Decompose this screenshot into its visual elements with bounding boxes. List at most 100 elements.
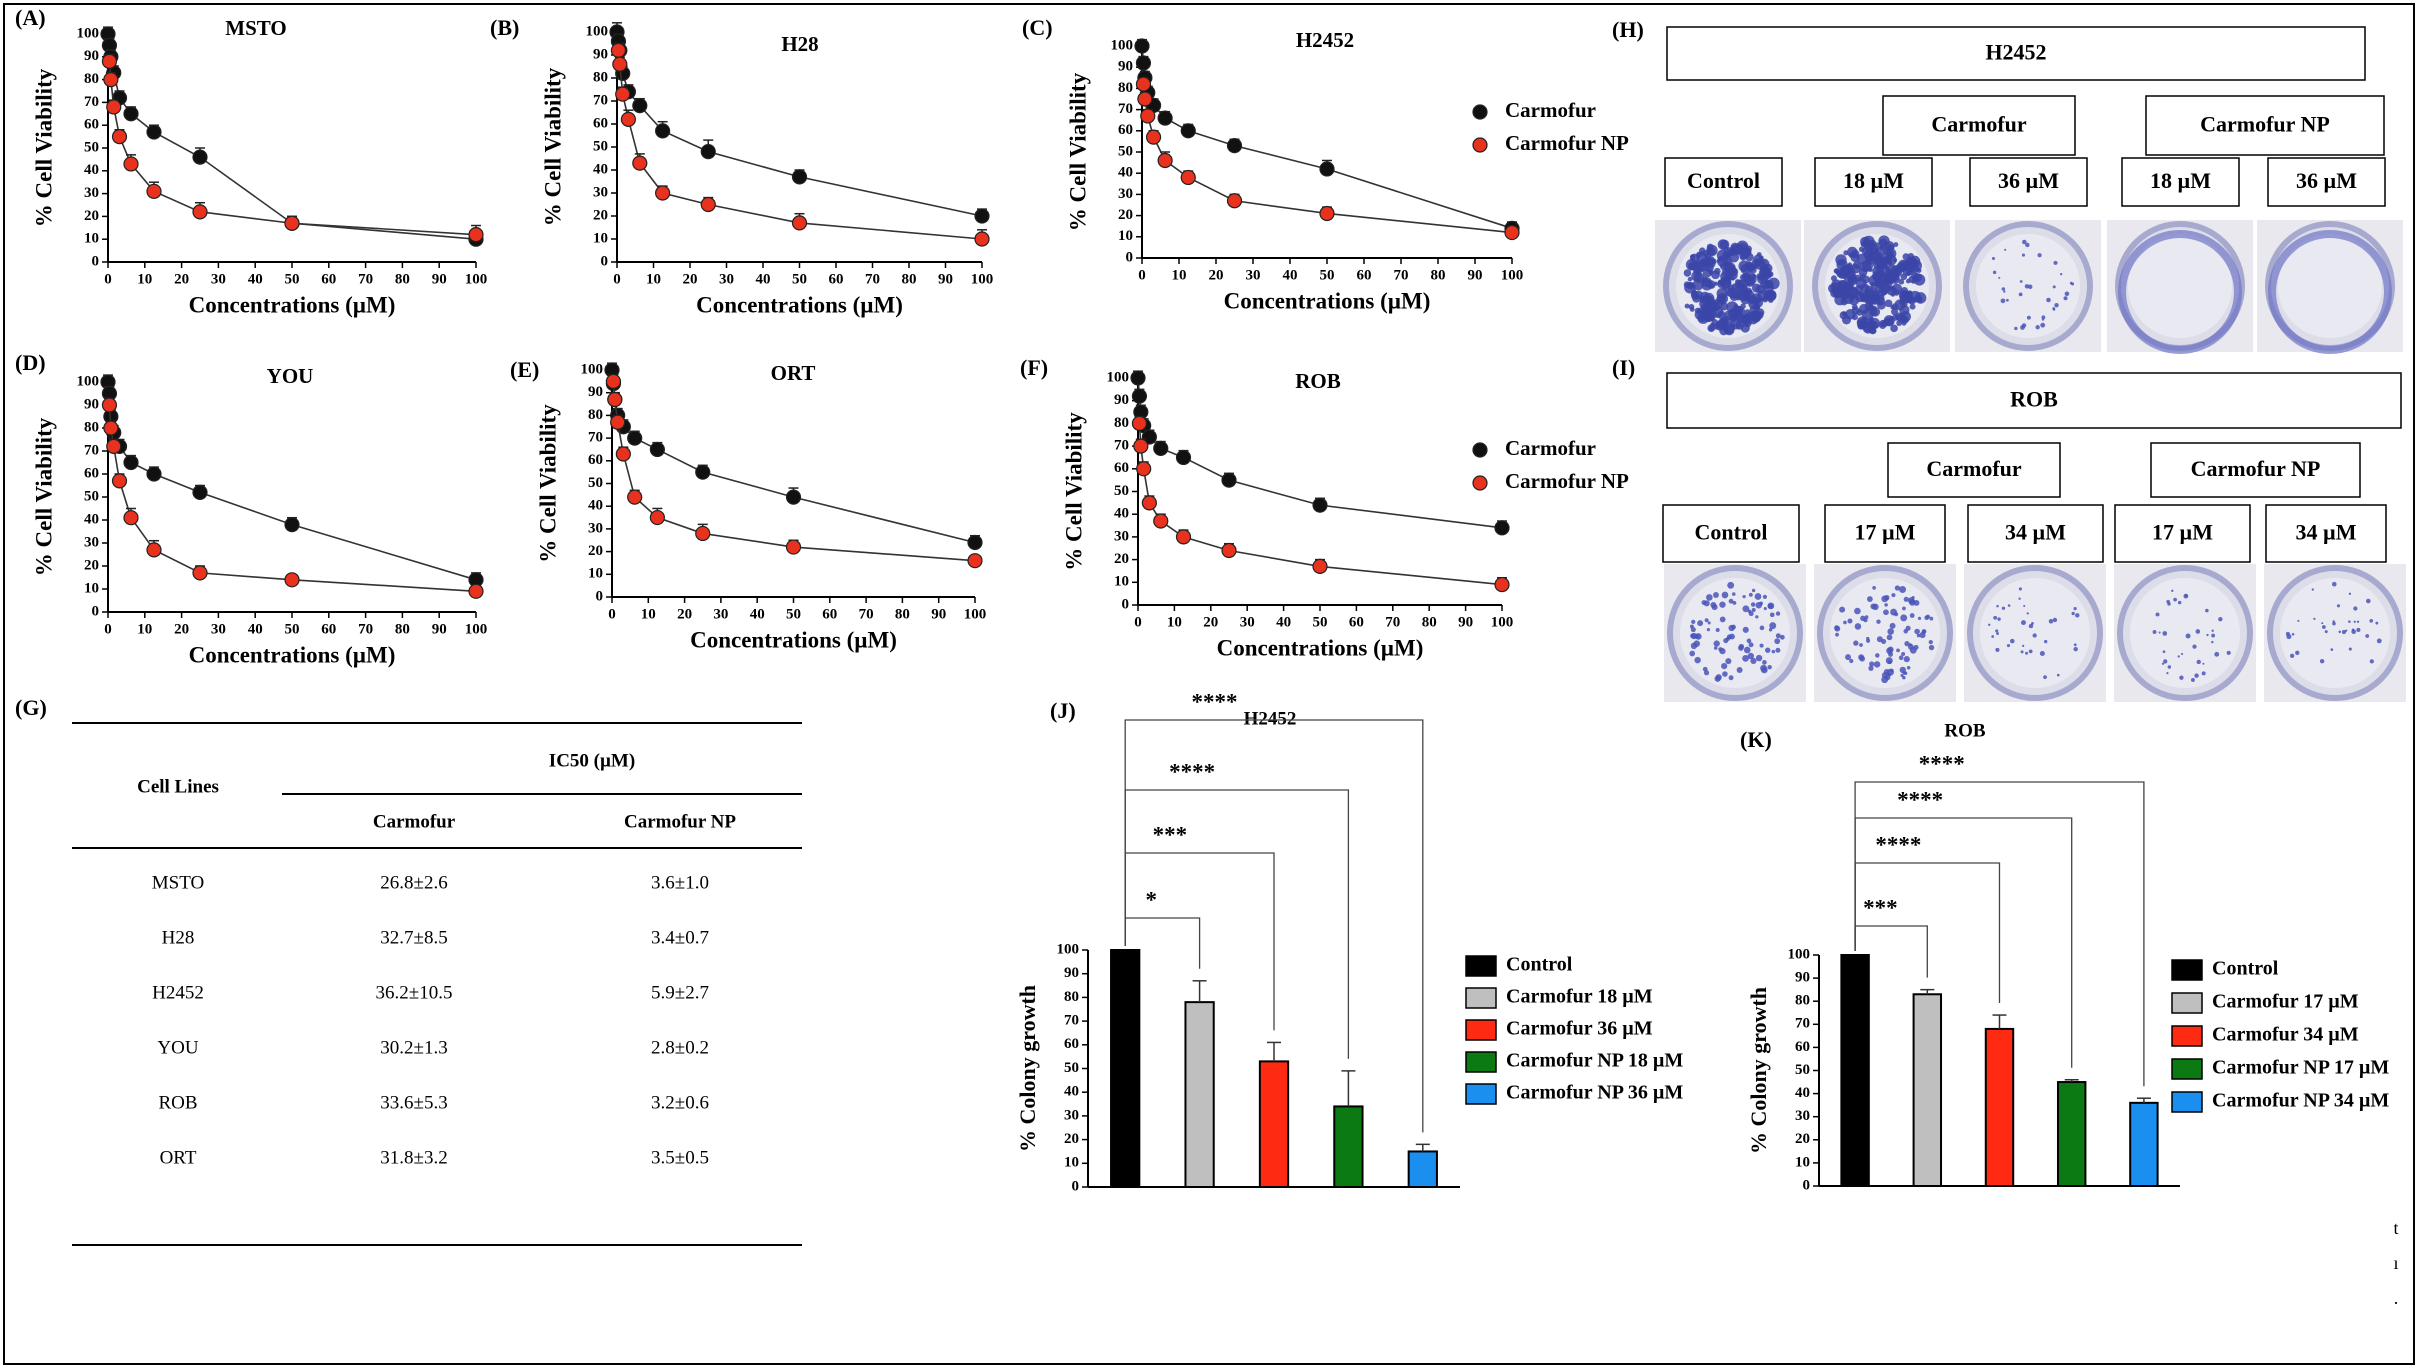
- group-label-carmofur-np-box: [2145, 95, 2385, 156]
- colony-spot: [1903, 656, 1910, 663]
- y-tick-label: 20: [1118, 207, 1133, 223]
- y-tick-label: 80: [593, 69, 608, 85]
- colony-spot: [2071, 282, 2075, 286]
- y-tick-label: 0: [1803, 1177, 1811, 1193]
- colony-spot: [1901, 320, 1907, 326]
- colony-spot: [1898, 278, 1905, 285]
- x-tick-label: 80: [1431, 267, 1446, 283]
- colony-spot: [1902, 671, 1906, 675]
- x-tick-label: 10: [137, 621, 152, 637]
- colony-well: [2114, 564, 2256, 702]
- y-tick-label: 100: [77, 25, 100, 41]
- x-axis-label: Concentrations (µM): [1217, 635, 1424, 660]
- panel-title: ROB: [2010, 387, 2058, 412]
- colony-spot: [2348, 592, 2352, 595]
- colony-spot: [2356, 627, 2361, 633]
- colony-spot: [1762, 660, 1767, 665]
- colony-spot: [1888, 651, 1894, 657]
- colony-spot: [1892, 258, 1898, 263]
- well-label-box: [2265, 504, 2387, 563]
- data-point: [974, 208, 990, 224]
- x-tick-label: 30: [211, 271, 226, 287]
- data-point: [284, 572, 300, 588]
- bar: [1258, 1060, 1290, 1189]
- colony-spot: [2205, 608, 2209, 613]
- significance-label: ***: [1863, 895, 1898, 920]
- legend-label: Carmofur NP 18 µM: [1506, 1050, 1683, 1072]
- colony-spot: [1993, 615, 1998, 620]
- colony-spot: [1988, 623, 1991, 627]
- x-tick-label: 30: [713, 606, 728, 622]
- colony-spot: [1891, 308, 1899, 316]
- colony-spot: [1735, 321, 1744, 330]
- data-point: [1494, 576, 1510, 593]
- data-point: [785, 539, 802, 555]
- panel-label: (F): [1020, 355, 1048, 380]
- colony-spot: [1830, 282, 1841, 292]
- x-tick-label: 100: [1501, 267, 1524, 283]
- colony-spot: [1760, 666, 1768, 674]
- colony-spot: [1702, 295, 1715, 308]
- y-tick-label: 60: [588, 452, 603, 468]
- colony-spot: [2365, 598, 2371, 604]
- well-label-box: [1664, 157, 1783, 207]
- data-point: [192, 149, 208, 165]
- colony-spot: [1769, 622, 1777, 630]
- colony-spot: [1694, 656, 1701, 664]
- colony-spot: [1775, 633, 1781, 639]
- colony-spot: [1775, 611, 1781, 616]
- colony-spot: [1697, 620, 1704, 627]
- x-tick-label: 60: [822, 606, 837, 622]
- x-tick-label: 10: [137, 271, 152, 287]
- colony-spot: [1746, 638, 1752, 644]
- colony-spot: [1841, 311, 1847, 316]
- data-point: [146, 542, 162, 558]
- colony-spot: [1736, 666, 1743, 673]
- data-point: [655, 185, 671, 201]
- y-tick-label: 30: [1064, 1107, 1079, 1123]
- viability-chart-c: (C) H2452 0 10 20 30 40 50 60 70 80 90 100 0 10 20 30 40 5…: [1022, 15, 1629, 313]
- x-tick-label: 40: [750, 606, 765, 622]
- y-tick-label: 100: [1057, 941, 1080, 957]
- legend-swatch: [2171, 1058, 2203, 1080]
- colony-spot: [2035, 325, 2040, 330]
- colony-spot: [2025, 242, 2030, 248]
- y-tick-label: 60: [1114, 460, 1129, 476]
- colony-spot: [1715, 628, 1720, 633]
- table-header-cell: Carmofur NP: [624, 811, 736, 832]
- y-tick-label: 90: [1114, 392, 1129, 408]
- y-tick-label: 70: [1064, 1013, 1079, 1029]
- colony-spot: [2196, 659, 2201, 665]
- data-point: [700, 196, 716, 213]
- viability-chart-a: (A) MSTO 0 10 20 30 40 50 60 70 80 90 100 0 10 20 30 40 50…: [15, 5, 487, 317]
- colony-spot: [1868, 665, 1874, 671]
- well-floor: [2128, 234, 2232, 338]
- colony-spot: [2004, 248, 2007, 251]
- series-line: [1141, 45, 1513, 230]
- colony-spot: [2028, 649, 2033, 654]
- colony-spot: [1914, 628, 1920, 635]
- table-cell-cell-line: ORT: [160, 1147, 197, 1168]
- colony-spot: [1749, 263, 1757, 271]
- colony-spot: [1865, 255, 1875, 265]
- y-tick-label: 30: [1118, 186, 1133, 202]
- colony-spot: [1887, 660, 1892, 665]
- y-tick-label: 100: [581, 361, 604, 377]
- colony-spot: [2059, 272, 2063, 276]
- colony-spot: [1759, 601, 1763, 606]
- well-label-box: [2114, 504, 2251, 563]
- colony-spot: [1759, 625, 1765, 631]
- y-tick-label: 90: [1118, 59, 1133, 75]
- colony-spot: [1991, 256, 1996, 261]
- colony-spot: [1996, 604, 1999, 608]
- well-label: 17 µM: [2152, 520, 2213, 545]
- x-axis-label: Concentrations (µM): [690, 627, 897, 652]
- colony-spot: [1929, 616, 1934, 621]
- y-tick-label: 10: [593, 230, 608, 246]
- panel-title: H2452: [1985, 40, 2046, 65]
- panel-title-box: [1666, 372, 2402, 429]
- colony-spot: [1724, 310, 1735, 321]
- colony-spot: [2006, 298, 2009, 302]
- table-cell-carmofur-np: 2.8±0.2: [651, 1037, 709, 1058]
